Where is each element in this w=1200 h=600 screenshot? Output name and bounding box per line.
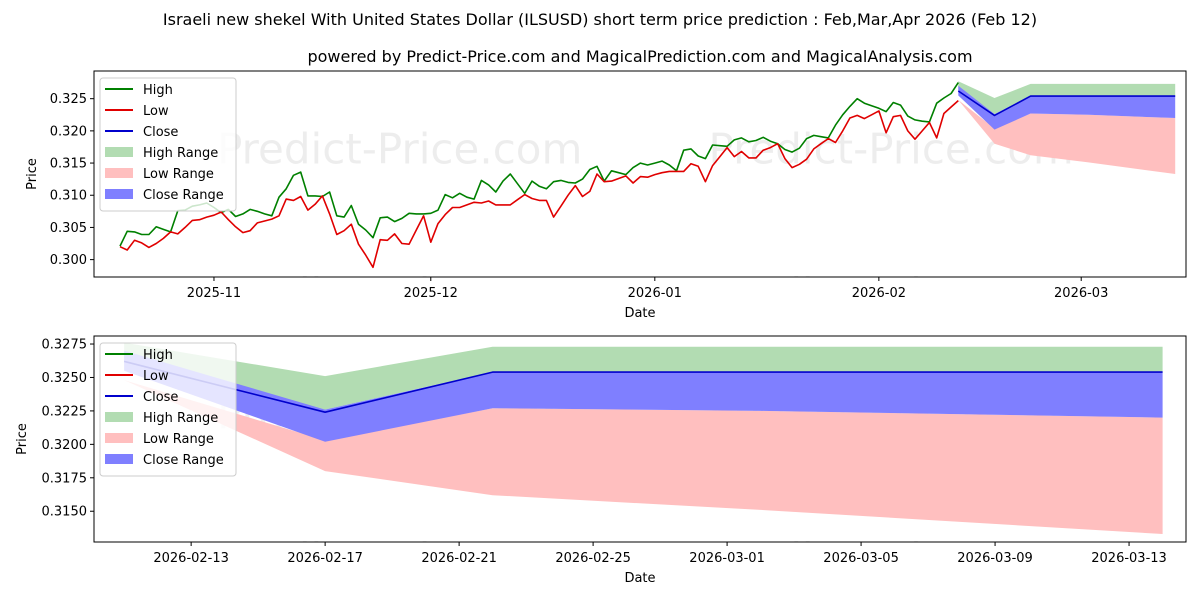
y-tick-label: 0.325 (50, 92, 87, 107)
legend-label-close: Close (143, 125, 178, 140)
y-axis-label: Price (25, 158, 40, 190)
legend-label-low-range: Low Range (143, 432, 214, 447)
x-tick-label: 2026-03-09 (957, 551, 1033, 566)
legend: High Low Close High Range Low Range Close Ran… (99, 342, 237, 477)
watermark-text: Predict-Price.com (217, 125, 582, 174)
y-tick-label: 0.3150 (42, 505, 88, 520)
y-tick-label: 0.315 (50, 157, 87, 172)
x-tick-label: 2026-03-13 (1091, 551, 1167, 566)
y-axis-label: Price (15, 423, 30, 455)
high-range-band (124, 342, 1163, 410)
legend-label-close-range: Close Range (143, 188, 224, 203)
legend-label-close: Close (143, 390, 178, 405)
watermark-text: Predict-Price.com (708, 269, 1073, 318)
legend-label-low-range: Low Range (143, 167, 214, 182)
y-tick-label: 0.3175 (42, 471, 88, 486)
watermark-text: Predict-Price.com (217, 269, 582, 318)
y-tick-label: 0.300 (50, 253, 87, 268)
y-tick-label: 0.3225 (42, 404, 88, 419)
x-tick-label: 2026-01 (628, 286, 682, 301)
x-tick-label: 2026-02-17 (287, 551, 363, 566)
chart-subtitle: powered by Predict-Price.com and Magical… (307, 47, 972, 66)
x-tick-label: 2026-02-21 (421, 551, 497, 566)
x-tick-label: 2026-02-25 (555, 551, 631, 566)
x-tick-label: 2025-12 (404, 286, 458, 301)
y-tick-label: 0.3200 (42, 438, 88, 453)
legend-swatch-low-range (105, 168, 133, 178)
y-tick-label: 0.3250 (42, 371, 88, 386)
plot-frame (93, 70, 1187, 278)
close-series-line (957, 90, 1176, 117)
prediction-detail-chart: Predict-Price.comPredict-Price.comPredic… (15, 335, 1187, 586)
plot-area: Predict-Price.com Predict-Price.com Predic… (119, 81, 1176, 318)
watermark-text: Predict-Price.com (217, 534, 582, 583)
legend-label-high: High (143, 348, 173, 363)
plot-frame (93, 335, 1187, 543)
legend-swatch-low-range (105, 433, 133, 443)
y-tick-label: 0.305 (50, 221, 87, 236)
legend-swatch-close-range (105, 189, 133, 199)
x-tick-label: 2026-02-13 (153, 551, 229, 566)
plot-area: Predict-Price.comPredict-Price.comPredic… (123, 342, 1163, 583)
x-tick-label: 2026-02 (852, 286, 906, 301)
legend: High Low Close High Range Low Range Close Ran… (99, 77, 237, 212)
x-tick-label: 2025-11 (187, 286, 241, 301)
x-tick-label: 2026-03-05 (823, 551, 899, 566)
close-series-line (123, 360, 1163, 414)
legend-label-high-range: High Range (143, 411, 218, 426)
watermark-text: Predict-Price.com (708, 534, 1073, 583)
main-price-chart: Predict-Price.com Predict-Price.com Predic… (25, 70, 1187, 321)
close-range-band (124, 350, 1163, 442)
low-range-band (958, 100, 1176, 174)
legend-swatch-high-range (105, 412, 133, 422)
x-axis-label: Date (624, 571, 655, 586)
legend-box (99, 77, 237, 212)
chart-title: Israeli new shekel With United States Do… (163, 10, 1037, 29)
low-series-line (119, 100, 959, 269)
legend-label-close-range: Close Range (143, 453, 224, 468)
x-axis-label: Date (624, 306, 655, 321)
y-tick-label: 0.320 (50, 124, 87, 139)
legend-label-low: Low (143, 104, 169, 119)
y-tick-label: 0.3275 (42, 338, 88, 353)
high-series-line (119, 82, 959, 247)
legend-label-low: Low (143, 369, 169, 384)
y-tick-label: 0.310 (50, 189, 87, 204)
x-tick-label: 2026-03-01 (689, 551, 765, 566)
legend-label-high: High (143, 83, 173, 98)
high-range-band (958, 81, 1176, 115)
low-range-band (124, 380, 1163, 534)
legend-swatch-high-range (105, 147, 133, 157)
legend-label-high-range: High Range (143, 146, 218, 161)
x-tick-label: 2026-03 (1054, 286, 1108, 301)
legend-box (99, 342, 237, 477)
legend-swatch-close-range (105, 454, 133, 464)
